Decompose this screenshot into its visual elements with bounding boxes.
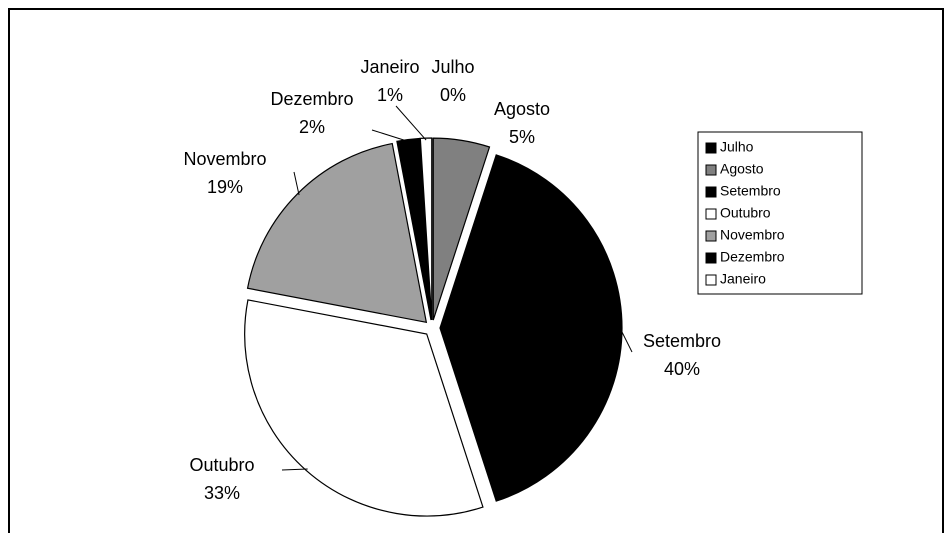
legend-label: Janeiro [720,271,766,287]
slice-label-name: Janeiro [360,57,419,77]
legend-swatch [705,142,717,154]
leader-line [281,468,308,471]
leader-line [619,327,633,353]
slice-label-value: 1% [377,85,403,105]
legend-swatch [705,208,717,220]
slice-label-value: 19% [207,177,243,197]
slice-label-name: Novembro [183,149,266,169]
legend-label: Dezembro [720,249,785,265]
slice-label-name: Julho [431,57,474,77]
pie-slice [419,137,433,321]
legend-label: Outubro [720,205,771,221]
leader-line [371,129,409,142]
slice-label-value: 5% [509,127,535,147]
pie-slice [439,154,623,502]
legend-label: Agosto [720,161,764,177]
legend-label: Julho [720,139,754,155]
legend-label: Setembro [720,183,781,199]
legend-label: Novembro [720,227,785,243]
slice-label-name: Agosto [494,99,550,119]
leader-line [293,171,300,196]
slice-label-value: 0% [440,85,466,105]
pie-slice [246,142,428,324]
legend-swatch [705,252,717,264]
chart-border [8,8,944,533]
slice-label-name: Dezembro [270,89,353,109]
slice-label-name: Setembro [643,331,721,351]
legend-swatch [705,186,717,198]
slice-label-value: 40% [664,359,700,379]
legend-swatch [705,274,717,286]
legend-box [697,131,863,295]
slice-label-value: 2% [299,117,325,137]
slice-label-name: Outubro [189,455,254,475]
legend-swatch [705,164,717,176]
pie-slice [432,137,491,321]
pie-slice [396,137,432,321]
slice-label-value: 33% [204,483,240,503]
legend-swatch [705,230,717,242]
leader-line [395,105,427,141]
pie-slice [244,299,484,517]
